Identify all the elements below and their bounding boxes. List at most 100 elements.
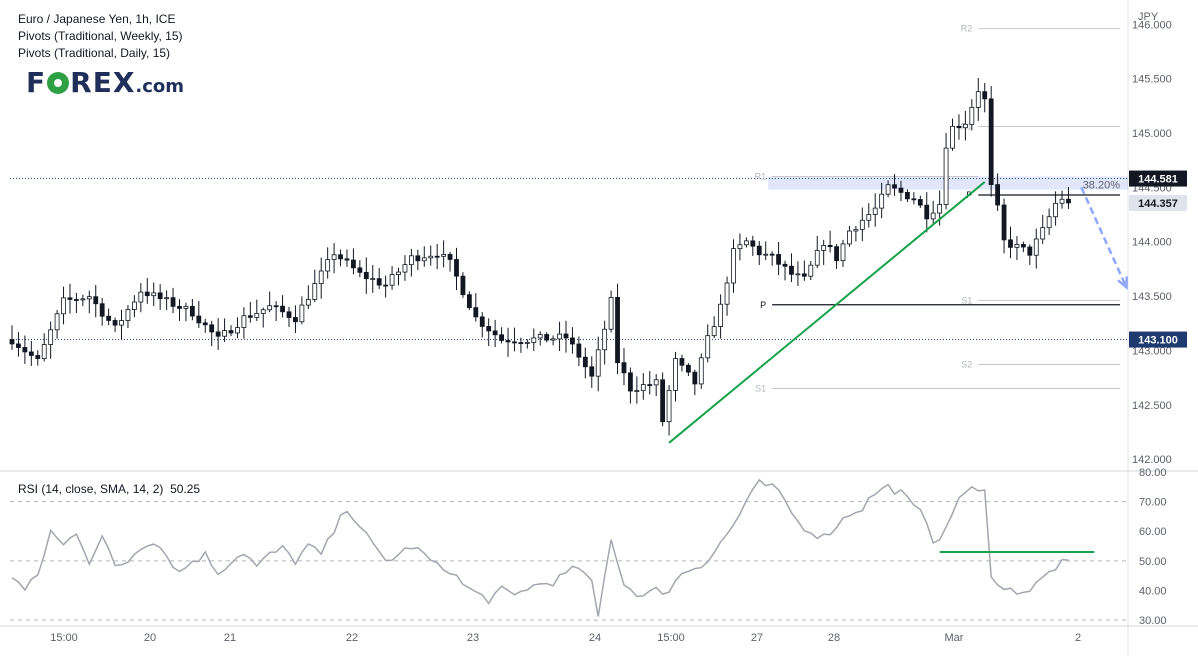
candle[interactable] [950, 118, 955, 151]
candle[interactable] [318, 257, 324, 299]
candle[interactable] [16, 332, 21, 357]
candle[interactable] [750, 235, 756, 256]
candle[interactable] [363, 257, 369, 294]
candle[interactable] [357, 260, 363, 278]
candle[interactable] [679, 354, 685, 372]
candle[interactable] [570, 327, 575, 354]
candle[interactable] [486, 318, 492, 347]
candle[interactable] [756, 241, 762, 266]
candle[interactable] [814, 235, 820, 269]
candle[interactable] [376, 268, 382, 290]
candle[interactable] [351, 248, 356, 275]
candle[interactable] [1027, 244, 1033, 265]
daily-pivots-legend[interactable]: Pivots (Traditional, Daily, 15) [18, 46, 171, 60]
candle[interactable] [905, 189, 910, 203]
candle[interactable] [331, 243, 337, 274]
candle[interactable] [917, 195, 923, 209]
candle[interactable] [196, 300, 202, 328]
candle[interactable] [421, 246, 427, 267]
candle[interactable] [982, 82, 988, 113]
candle[interactable] [254, 299, 260, 322]
candle[interactable] [576, 336, 582, 366]
candle[interactable] [782, 260, 788, 281]
candle[interactable] [518, 337, 524, 353]
candle[interactable] [260, 307, 266, 328]
candle[interactable] [879, 182, 885, 219]
candle[interactable] [286, 306, 292, 328]
candle[interactable] [666, 385, 672, 436]
candle[interactable] [325, 247, 331, 279]
candle[interactable] [692, 369, 698, 396]
candle[interactable] [866, 203, 872, 228]
candle[interactable] [563, 320, 569, 353]
candle[interactable] [273, 301, 279, 321]
candle[interactable] [827, 230, 833, 253]
candle[interactable] [67, 283, 73, 314]
candle[interactable] [164, 290, 170, 311]
candle[interactable] [466, 291, 472, 310]
candle[interactable] [428, 245, 434, 266]
candle[interactable] [202, 318, 208, 333]
candle[interactable] [718, 294, 724, 339]
candle[interactable] [531, 328, 537, 351]
candle[interactable] [647, 371, 653, 395]
candle[interactable] [99, 297, 105, 326]
candle[interactable] [86, 290, 92, 314]
candle[interactable] [183, 302, 189, 322]
candle[interactable] [499, 327, 504, 344]
candle[interactable] [112, 317, 118, 333]
candle[interactable] [737, 233, 743, 261]
candle[interactable] [995, 173, 1001, 211]
candle[interactable] [795, 261, 801, 286]
candle[interactable] [821, 239, 827, 265]
candle[interactable] [1053, 191, 1058, 226]
candle[interactable] [724, 276, 730, 316]
candle[interactable] [660, 372, 666, 427]
candle[interactable] [1014, 236, 1020, 260]
candle[interactable] [434, 243, 440, 270]
candle[interactable] [602, 320, 608, 365]
candle[interactable] [524, 339, 530, 349]
candle[interactable] [344, 249, 350, 267]
rsi-pane[interactable] [10, 478, 1128, 621]
candle[interactable] [595, 336, 601, 392]
candle[interactable] [962, 110, 968, 141]
candle[interactable] [125, 305, 131, 328]
candle[interactable] [247, 302, 253, 323]
candle[interactable] [131, 295, 137, 318]
rsi-legend[interactable]: RSI (14, close, SMA, 14, 2) 50.25 [18, 482, 200, 496]
candle[interactable] [35, 350, 41, 366]
candle[interactable] [61, 286, 66, 325]
candle[interactable] [615, 283, 620, 375]
candle[interactable] [305, 285, 311, 309]
candle[interactable] [151, 282, 157, 307]
candle[interactable] [640, 373, 646, 400]
candle[interactable] [505, 327, 511, 357]
candle[interactable] [969, 99, 975, 131]
candle[interactable] [988, 86, 994, 197]
candle[interactable] [1020, 241, 1026, 253]
candle[interactable] [956, 114, 962, 140]
candle[interactable] [9, 325, 15, 350]
symbol-legend[interactable]: Euro / Japanese Yen, 1h, ICE [18, 12, 176, 26]
candle[interactable] [144, 278, 150, 304]
candle[interactable] [834, 244, 839, 269]
candle[interactable] [544, 332, 550, 343]
candle[interactable] [589, 356, 595, 388]
candle[interactable] [801, 260, 807, 281]
candle[interactable] [924, 192, 930, 233]
candle[interactable] [621, 348, 627, 386]
candle[interactable] [293, 305, 298, 334]
candle[interactable] [473, 293, 479, 322]
candle[interactable] [943, 132, 949, 210]
candle[interactable] [673, 351, 678, 402]
candle[interactable] [383, 275, 389, 298]
candle[interactable] [892, 174, 897, 196]
candle[interactable] [1059, 190, 1065, 209]
candle[interactable] [763, 241, 769, 261]
candle[interactable] [1066, 187, 1071, 209]
candle[interactable] [492, 319, 498, 348]
candle[interactable] [267, 291, 273, 313]
candle[interactable] [847, 225, 852, 247]
